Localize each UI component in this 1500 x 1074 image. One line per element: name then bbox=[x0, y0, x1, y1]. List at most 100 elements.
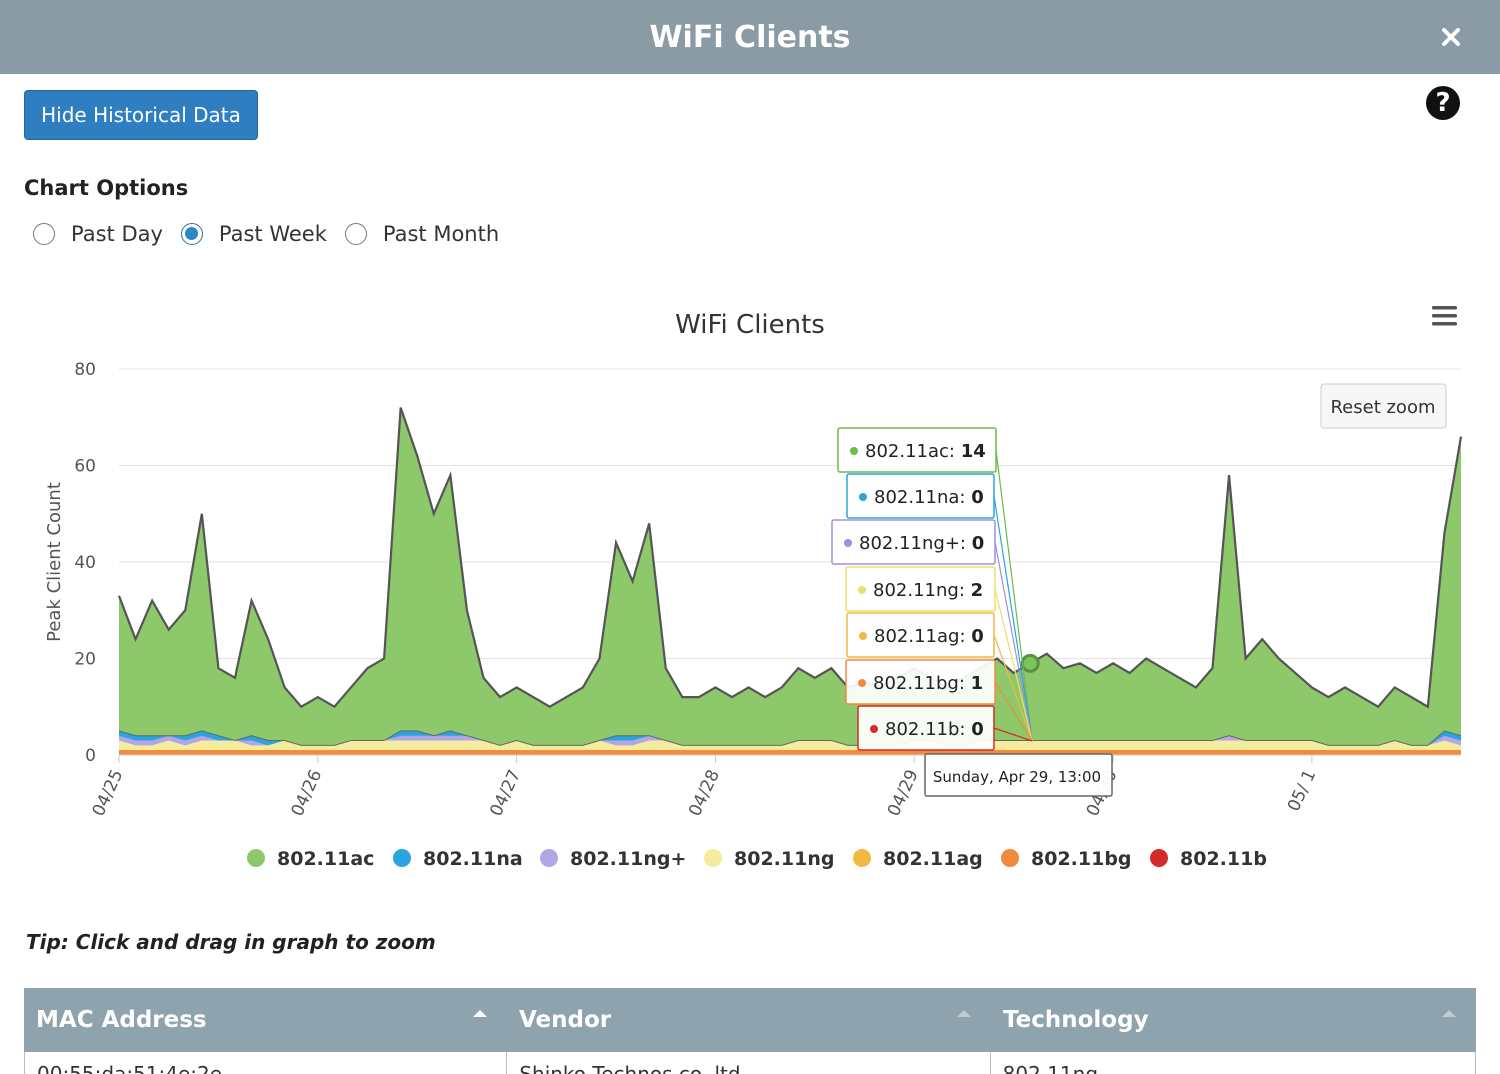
cell-vendor: Shinko Technos co.,ltd. bbox=[507, 1052, 991, 1074]
legend-marker bbox=[704, 849, 722, 867]
tooltip-box bbox=[845, 659, 996, 705]
radio-label: Past Day bbox=[71, 222, 163, 246]
tooltip-text: 802.11bg: 1 bbox=[873, 673, 983, 694]
tooltip-box bbox=[846, 473, 995, 519]
sort-icon[interactable] bbox=[957, 1010, 971, 1017]
tooltip-text: 802.11ng+: 0 bbox=[859, 533, 984, 554]
legend-item[interactable]: 802.11b bbox=[1180, 848, 1267, 870]
y-tick-label: 20 bbox=[74, 650, 96, 670]
radio-circle[interactable] bbox=[344, 223, 367, 245]
radio-circle[interactable] bbox=[33, 223, 55, 245]
modal-header: WiFi Clients bbox=[0, 0, 1500, 74]
legend-item[interactable]: 802.11na bbox=[423, 848, 523, 870]
close-icon[interactable] bbox=[1438, 24, 1464, 50]
y-tick-label: 60 bbox=[74, 457, 96, 477]
radio-label: Past Week bbox=[218, 222, 327, 246]
y-tick-label: 40 bbox=[74, 553, 96, 573]
radio-past-week[interactable]: Past Week bbox=[180, 222, 327, 246]
tooltip-box bbox=[845, 566, 996, 612]
tooltip-dot bbox=[858, 679, 866, 687]
cell-technology: 802.11ng bbox=[1002, 1062, 1099, 1074]
hide-historical-data-button[interactable]: Hide Historical Data bbox=[24, 90, 258, 140]
cell-mac: 00:55:da:51:4e:2e bbox=[25, 1052, 508, 1074]
series-area-802-11bg bbox=[119, 750, 1461, 755]
chart-options-title: Chart Options bbox=[24, 176, 189, 200]
series-area-802-11ac bbox=[119, 407, 1461, 755]
legend-item[interactable]: 802.11ac bbox=[277, 848, 374, 870]
radio-label: Past Month bbox=[382, 222, 500, 246]
tooltip-connector bbox=[995, 449, 1033, 742]
tooltip-connector bbox=[993, 634, 1033, 742]
zoom-tip: Tip: Click and drag in graph to zoom bbox=[26, 930, 436, 954]
legend-marker bbox=[540, 849, 558, 867]
x-tick-label: 04/29 bbox=[884, 767, 923, 820]
column-header-technology[interactable]: Technology bbox=[991, 988, 1476, 1052]
legend-marker bbox=[393, 849, 411, 867]
x-tick-label: 04/26 bbox=[288, 767, 327, 820]
tooltip-dot bbox=[844, 539, 852, 547]
sort-icon[interactable] bbox=[1442, 1010, 1456, 1017]
tooltip-dot bbox=[859, 632, 867, 640]
column-header-vendor[interactable]: Vendor bbox=[507, 988, 991, 1052]
series-outline-total bbox=[117, 407, 1463, 709]
legend-marker bbox=[1001, 849, 1019, 867]
tooltip-dot bbox=[859, 493, 867, 501]
tooltip-text: 802.11ng: 2 bbox=[873, 580, 983, 601]
tooltip-box bbox=[846, 612, 995, 658]
legend-marker bbox=[247, 849, 265, 867]
x-tick-label: 04/27 bbox=[486, 767, 525, 820]
modal-title: WiFi Clients bbox=[649, 20, 851, 55]
wifi-clients-chart[interactable]: WiFi Clients 0 20 40 60 80 Peak Client Count 04… bbox=[0, 280, 1500, 900]
series-outline-lower bbox=[118, 730, 1462, 746]
legend-marker bbox=[853, 849, 871, 867]
chart-container[interactable]: WiFi Clients 0 20 40 60 80 Peak Client Count 04… bbox=[0, 280, 1500, 900]
reset-zoom-button[interactable] bbox=[1320, 383, 1447, 429]
hover-marker bbox=[1020, 653, 1040, 673]
tooltip-connector bbox=[994, 681, 1033, 742]
chart-menu-icon[interactable] bbox=[1432, 306, 1457, 326]
tooltip-dot bbox=[858, 586, 866, 594]
legend-item[interactable]: 802.11ng+ bbox=[570, 848, 686, 870]
legend-item[interactable]: 802.11ag bbox=[883, 848, 983, 870]
clients-table: MAC Address Vendor Technology 00:55:da:5… bbox=[24, 988, 1476, 1074]
tooltip-box bbox=[857, 705, 995, 751]
tooltip-text: 802.11b: 0 bbox=[885, 719, 984, 740]
table-row[interactable]: 00:55:da:51:4e:2e Shinko Technos co.,ltd… bbox=[24, 1052, 1476, 1074]
tooltip-box bbox=[837, 427, 997, 473]
x-tick-label: 05/ 1 bbox=[1284, 767, 1321, 815]
column-header-label: MAC Address bbox=[36, 1007, 207, 1033]
radio-circle-checked[interactable] bbox=[180, 223, 203, 245]
reset-zoom-label: Reset zoom bbox=[1330, 397, 1435, 418]
column-header-label: Technology bbox=[1003, 1007, 1149, 1033]
tooltip-connector bbox=[993, 727, 1033, 742]
tooltip-date: Sunday, Apr 29, 13:00 bbox=[933, 768, 1101, 786]
range-radio-group: Past Day Past Week Past Month bbox=[33, 222, 517, 246]
y-tick-label: 0 bbox=[85, 746, 96, 766]
chart-title: WiFi Clients bbox=[675, 310, 825, 340]
y-axis-label: Peak Client Count bbox=[44, 482, 65, 642]
tooltip-date-box bbox=[924, 753, 1113, 797]
tooltip-connector bbox=[994, 541, 1033, 742]
column-header-label: Vendor bbox=[519, 1007, 612, 1033]
legend-marker bbox=[1150, 849, 1168, 867]
legend-item[interactable]: 802.11ng bbox=[734, 848, 834, 870]
x-tick-label: 04/28 bbox=[685, 767, 724, 820]
x-tick-label: 04/25 bbox=[89, 767, 128, 820]
tooltip-text: 802.11ac: 14 bbox=[865, 441, 986, 462]
tooltip-text: 802.11na: 0 bbox=[874, 487, 984, 508]
y-tick-label: 80 bbox=[74, 360, 96, 380]
tooltip-dot bbox=[870, 725, 878, 733]
sort-asc-icon[interactable] bbox=[473, 1010, 487, 1017]
radio-past-month[interactable]: Past Month bbox=[344, 222, 500, 246]
tooltip-connector bbox=[993, 495, 1033, 742]
column-header-mac[interactable]: MAC Address bbox=[24, 988, 507, 1052]
legend-item[interactable]: 802.11bg bbox=[1031, 848, 1132, 870]
radio-past-day[interactable]: Past Day bbox=[33, 222, 163, 246]
tooltip-dot bbox=[850, 447, 858, 455]
table-header: MAC Address Vendor Technology bbox=[24, 988, 1476, 1052]
tooltip-box bbox=[831, 519, 996, 565]
tooltip-connector bbox=[994, 588, 1033, 742]
tooltip-text: 802.11ag: 0 bbox=[874, 626, 984, 647]
help-icon[interactable]: ? bbox=[1426, 86, 1460, 120]
